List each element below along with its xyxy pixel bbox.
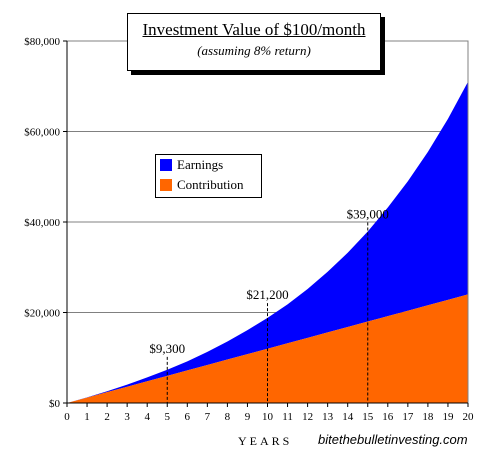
x-tick-label: 0 <box>64 411 70 423</box>
legend-item-contribution: Contribution <box>156 175 261 195</box>
chart-title: Investment Value of $100/month <box>142 20 366 39</box>
x-axis-label: YEARS <box>238 434 293 448</box>
x-tick-label: 3 <box>124 411 130 423</box>
annotations: $9,300 $21,200 $39,000 <box>149 207 389 403</box>
y-tick-label: $60,000 <box>24 127 60 139</box>
source-credit: bitethebulletinvesting.com <box>318 432 468 447</box>
x-tick-label: 9 <box>245 411 251 423</box>
x-tick-label: 11 <box>282 411 293 423</box>
legend: Earnings Contribution <box>155 154 262 198</box>
x-tick-label: 10 <box>262 411 274 423</box>
legend-label-earnings: Earnings <box>177 157 224 172</box>
legend-label-contribution: Contribution <box>177 177 244 192</box>
annotation-label: $21,200 <box>246 287 288 302</box>
x-tick-label: 15 <box>362 411 374 423</box>
legend-swatch-earnings <box>160 159 172 171</box>
x-tick-label: 4 <box>144 411 150 423</box>
x-tick-label: 18 <box>422 411 434 423</box>
x-tick-label: 1 <box>84 411 90 423</box>
annotation-label: $39,000 <box>347 207 389 222</box>
x-tick-label: 2 <box>104 411 110 423</box>
x-tick-label: 12 <box>302 411 313 423</box>
y-tick-label: $80,000 <box>24 36 60 48</box>
x-tick-label: 13 <box>322 411 334 423</box>
x-tick-label: 8 <box>225 411 231 423</box>
legend-swatch-contribution <box>160 179 172 191</box>
x-tick-label: 5 <box>165 411 171 423</box>
x-tick-label: 7 <box>205 411 211 423</box>
x-tick-label: 19 <box>442 411 454 423</box>
chart-subtitle: (assuming 8% return) <box>197 43 311 58</box>
x-tick-label: 6 <box>185 411 191 423</box>
y-tick-label: $40,000 <box>24 217 60 229</box>
x-tick-label: 17 <box>402 411 414 423</box>
y-tick-label: $20,000 <box>24 308 60 320</box>
y-tick-label: $0 <box>49 398 61 410</box>
x-tick-label: 16 <box>382 411 394 423</box>
x-tick-label: 20 <box>463 411 475 423</box>
legend-item-earnings: Earnings <box>156 155 261 175</box>
x-tick-label: 14 <box>342 411 354 423</box>
annotation-label: $9,300 <box>149 341 185 356</box>
title-box: Investment Value of $100/month (assuming… <box>127 13 381 71</box>
